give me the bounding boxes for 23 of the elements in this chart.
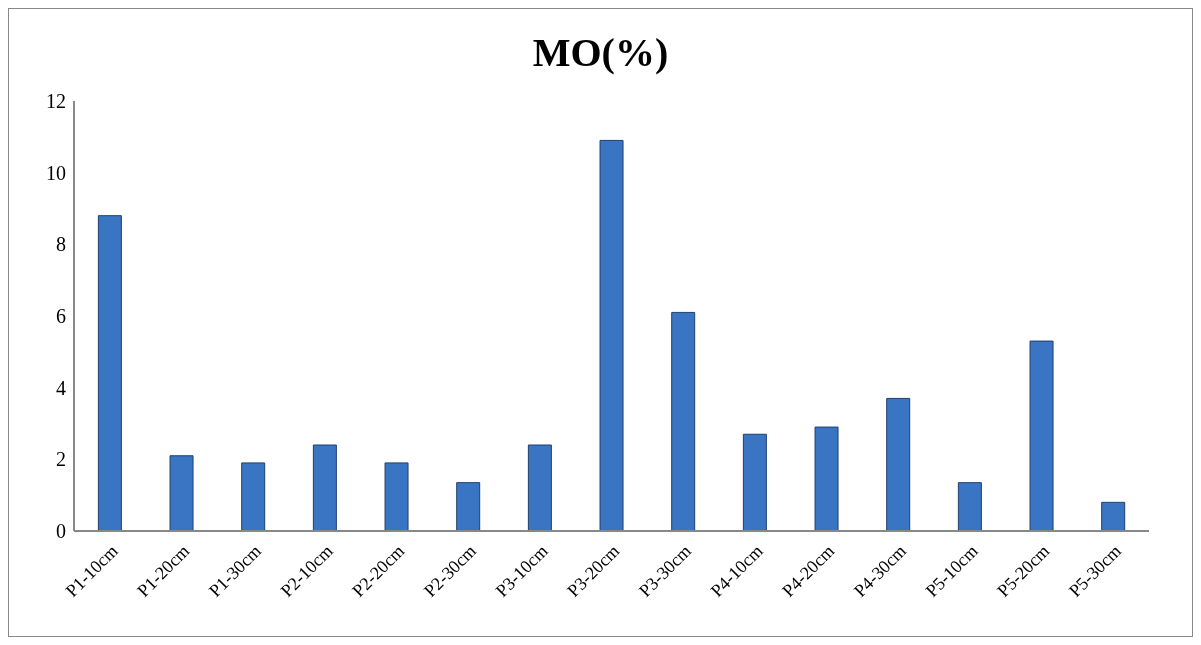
bar <box>97 215 122 531</box>
bar <box>456 482 481 531</box>
bar <box>814 426 839 531</box>
bar <box>671 311 696 531</box>
bar <box>957 482 982 531</box>
y-tick-label: 6 <box>56 305 66 328</box>
bar <box>384 462 409 531</box>
bar <box>527 444 552 531</box>
y-tick-label: 0 <box>56 520 66 543</box>
y-tick-label: 12 <box>46 90 66 113</box>
bar <box>241 462 266 531</box>
y-tick-label: 10 <box>46 161 66 184</box>
bar <box>312 444 337 531</box>
bar <box>169 455 194 531</box>
chart-title: MO(%) <box>531 29 670 77</box>
bar <box>1101 501 1126 531</box>
bar <box>886 397 911 531</box>
y-tick-label: 8 <box>56 233 66 256</box>
y-tick-label: 2 <box>56 448 66 471</box>
bar <box>742 433 767 531</box>
bar <box>1029 340 1054 531</box>
bar <box>599 139 624 531</box>
y-tick-label: 4 <box>56 376 66 399</box>
